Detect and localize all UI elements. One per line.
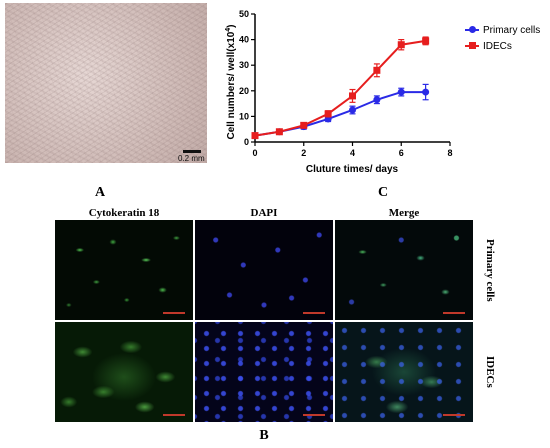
micrograph-idecs-cytokeratin [55,322,193,422]
panel-label-a: A [94,185,106,200]
chart-x-axis-label: Cluture times/ days [306,164,399,175]
legend-marker-primary-cells [465,25,479,35]
data-point-idecs [373,66,381,74]
chart-axes: 0 2 4 6 8 0 10 20 30 40 50 [239,9,453,158]
x-tick-label: 2 [301,148,306,158]
tile-scale-bar [443,312,465,314]
column-header-merge: Merge [388,207,420,219]
micrograph-scale-bar [183,150,201,153]
legend-label-primary-cells: Primary cells [483,24,541,36]
x-tick-label: 4 [350,148,355,158]
y-tick-label: 30 [239,60,249,70]
x-tick-label: 0 [252,148,257,158]
tile-scale-bar [303,312,325,314]
row-label-idecs: IDECs [484,356,496,388]
data-point-primary-cells [373,96,381,104]
phase-contrast-micrograph [5,3,207,163]
data-point-idecs [324,110,332,118]
row-label-primary-cells: Primary cells [484,238,496,302]
panel-label-c: C [377,185,389,200]
micrograph-primary-cytokeratin [55,220,193,320]
micrograph-idecs-merge [335,322,473,422]
y-tick-label: 0 [244,137,249,147]
micrograph-primary-dapi [195,220,333,320]
tile-scale-bar [163,414,185,416]
data-point-primary-cells [422,88,430,96]
data-point-idecs [251,132,259,140]
column-header-cytokeratin-18: Cytokeratin 18 [88,207,160,219]
x-tick-label: 6 [399,148,404,158]
tile-scale-bar [163,312,185,314]
y-tick-label: 10 [239,111,249,121]
micrograph-idecs-dapi [195,322,333,422]
data-point-idecs [275,128,283,136]
y-tick-label: 50 [239,9,249,19]
chart-series-layer [251,36,430,140]
data-point-idecs [300,121,308,129]
y-tick-label: 20 [239,86,249,96]
series-line-idecs [254,39,426,137]
chart-y-axis-label: Cell numbers/ well(x104) [225,24,237,139]
micrograph-primary-merge [335,220,473,320]
x-tick-label: 8 [447,148,452,158]
tile-scale-bar [303,414,325,416]
y-tick-label: 40 [239,35,249,45]
column-header-dapi: DAPI [250,207,278,219]
tile-scale-bar [443,414,465,416]
legend-item-idecs: IDECs [465,38,540,54]
panel-label-b: B [259,428,269,443]
data-point-primary-cells [349,106,356,114]
legend-label-idecs: IDECs [483,40,512,52]
legend-item-primary-cells: Primary cells [465,22,540,38]
data-point-idecs [422,37,430,45]
data-point-idecs [397,41,405,49]
data-point-idecs [349,92,356,100]
data-point-primary-cells [397,88,405,96]
legend-marker-idecs [465,41,479,51]
chart-legend: Primary cells IDECs [465,22,540,54]
micrograph-scale-label: 0.2 mm [178,154,205,163]
growth-curve-chart: 0 2 4 6 8 0 10 20 30 40 50 Cell numbers/ well(x104… [225,9,453,175]
